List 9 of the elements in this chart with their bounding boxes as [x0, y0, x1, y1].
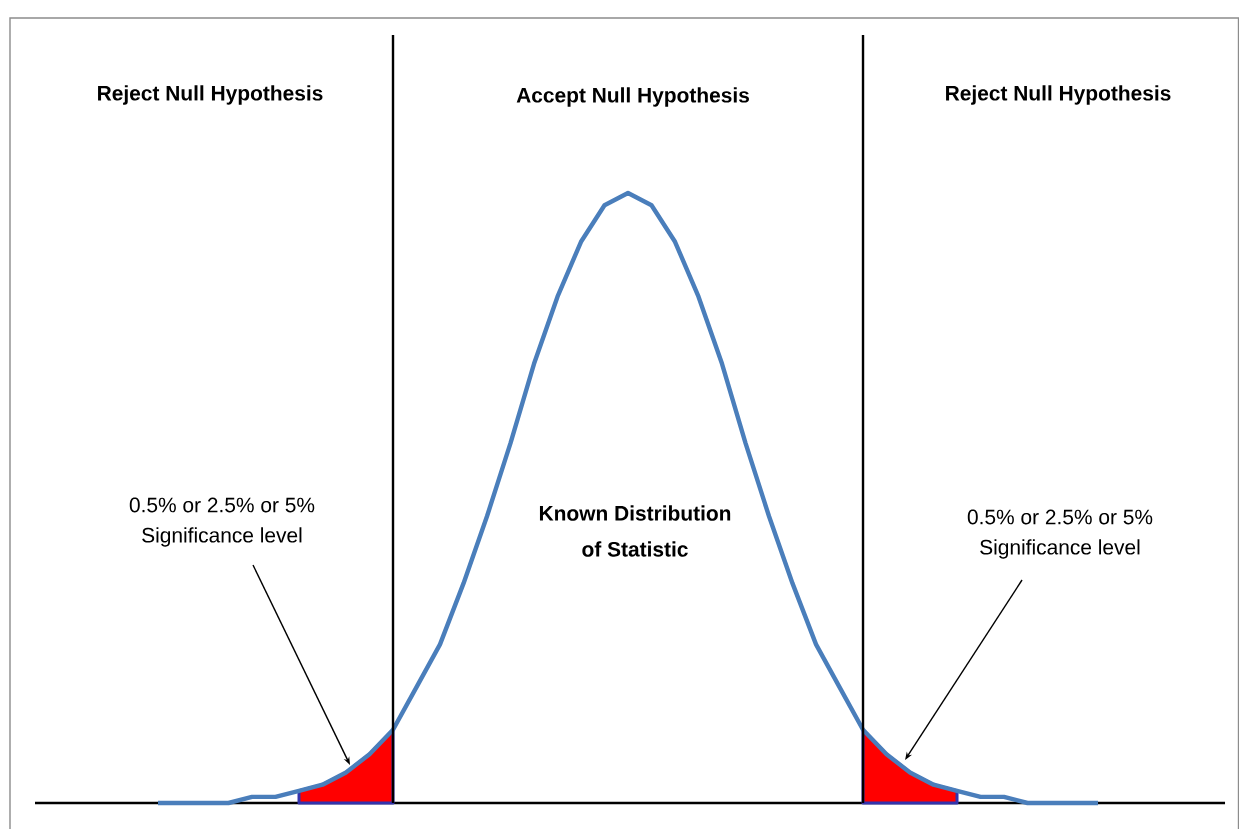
annotation: 0.5% or 2.5% or 5%: [967, 509, 1153, 525]
annotation: Significance level: [142, 527, 302, 547]
text: Reject Null Hypothesis: [98, 85, 323, 105]
text: Accept Null Hypothesis: [516, 87, 749, 107]
annotation: Known Distribution: [539, 505, 731, 521]
annotation: 0.5% or 2.5% or 5%: [129, 497, 315, 513]
annotation: Significance level: [980, 539, 1140, 559]
annotation: of Statistic: [582, 541, 688, 557]
text: Reject Null Hypothesis: [946, 85, 1171, 105]
